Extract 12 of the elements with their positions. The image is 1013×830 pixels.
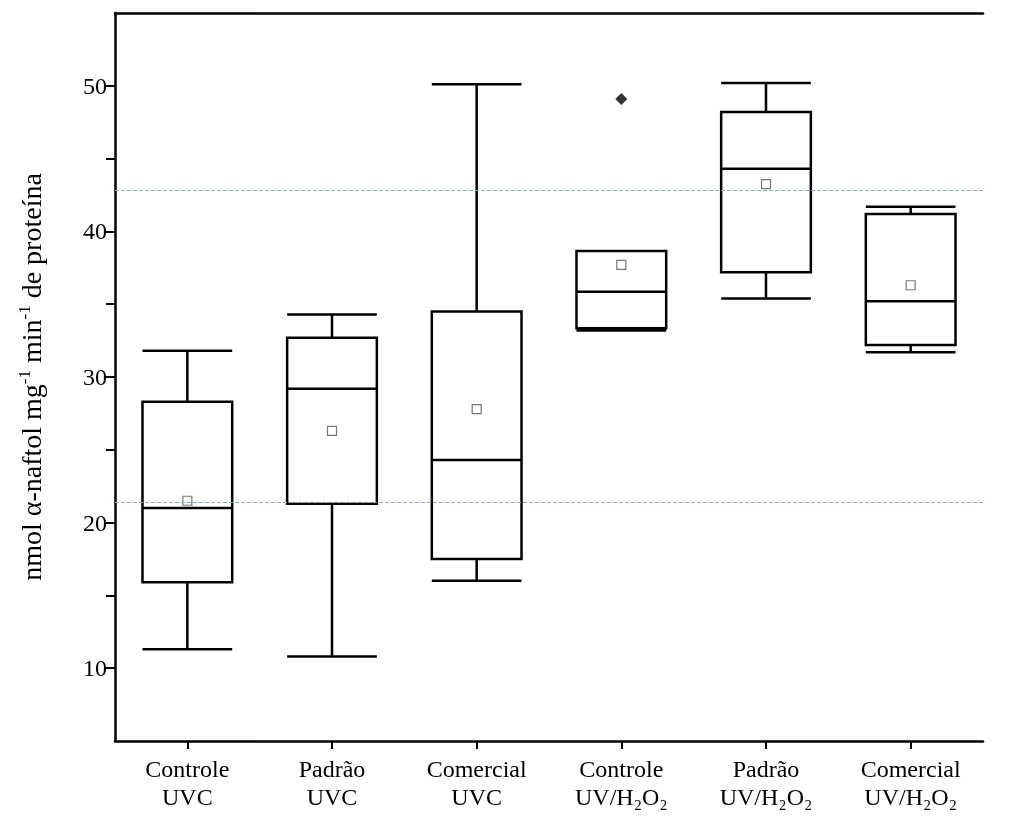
y-tick-label: 30 (83, 364, 107, 390)
x-tick-label: Controle UV/H₂O₂ (574, 756, 668, 810)
y-tick-label: 20 (83, 509, 107, 536)
y-axis-title: nmol α-naftol mg-1 min-1 de proteína (15, 172, 47, 581)
x-tick-label: Padrão UV/H₂O₂ (719, 756, 813, 810)
x-tick-label: Comercial UV/H₂O₂ (860, 756, 961, 810)
y-tick-label: 10 (83, 655, 107, 682)
x-tick-label: Comercial UVC (426, 756, 527, 810)
y-tick-label: 50 (83, 72, 107, 99)
y-tick-label: 40 (83, 218, 107, 245)
x-tick-label: Controle UVC (145, 756, 230, 810)
x-tick-label: Padrão UVC (298, 756, 366, 810)
